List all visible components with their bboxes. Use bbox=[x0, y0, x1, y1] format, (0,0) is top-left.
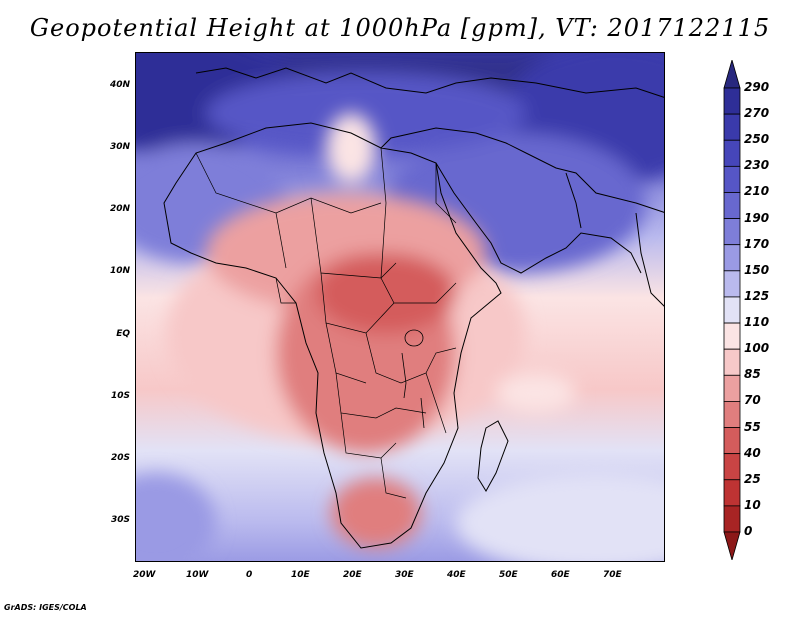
colorbar-segment bbox=[723, 374, 741, 402]
geopotential-map bbox=[135, 52, 665, 562]
colorbar-label: 170 bbox=[744, 236, 770, 251]
x-tick-label: 30E bbox=[395, 570, 414, 580]
country-borders bbox=[195, 147, 457, 499]
colorbar-segment bbox=[723, 165, 741, 193]
y-tick-label: 30N bbox=[109, 142, 130, 152]
colorbar-segment bbox=[723, 87, 741, 115]
colorbar-label: 110 bbox=[744, 315, 770, 330]
x-tick-label: 10E bbox=[291, 570, 310, 580]
colorbar-label: 100 bbox=[744, 341, 770, 356]
colorbar-label: 210 bbox=[744, 184, 770, 199]
y-tick-label: 30S bbox=[110, 515, 130, 525]
colorbar-label: 10 bbox=[744, 497, 761, 512]
colorbar-segment bbox=[723, 270, 741, 298]
y-tick-label: 20N bbox=[109, 204, 130, 214]
colorbar-label: 150 bbox=[744, 262, 770, 277]
x-tick-label: 50E bbox=[499, 570, 518, 580]
y-tick-label: 10S bbox=[110, 391, 130, 401]
map-canvas bbox=[136, 53, 664, 561]
colorbar-segment bbox=[723, 322, 741, 350]
colorbar-label: 250 bbox=[744, 132, 770, 147]
x-tick-label: 40E bbox=[447, 570, 466, 580]
x-tick-label: 20E bbox=[343, 570, 362, 580]
colorbar-segment bbox=[723, 453, 741, 481]
colorbar-segment bbox=[723, 479, 741, 507]
map-title: Geopotential Height at 1000hPa [gpm], VT… bbox=[29, 14, 771, 42]
y-tick-label: 40N bbox=[109, 80, 130, 90]
colorbar-label: 190 bbox=[744, 210, 770, 225]
colorbar-segment bbox=[723, 401, 741, 428]
colorbar-label: 70 bbox=[744, 393, 761, 408]
colorbar-segment bbox=[723, 505, 741, 533]
colorbar-bottom-arrow bbox=[723, 531, 741, 560]
colorbar-label: 270 bbox=[744, 106, 770, 121]
colorbar-segment bbox=[723, 139, 741, 167]
grads-credit: GrADS: IGES/COLA bbox=[4, 603, 87, 612]
x-tick-label: 20W bbox=[133, 570, 156, 580]
x-tick-label: 70E bbox=[603, 570, 622, 580]
colorbar-top-arrow bbox=[723, 60, 741, 89]
colorbar-label: 125 bbox=[744, 288, 770, 303]
colorbar-segment bbox=[723, 296, 741, 324]
colorbar-segment bbox=[723, 113, 741, 141]
colorbar-segment bbox=[723, 244, 741, 272]
y-tick-label: 20S bbox=[110, 453, 130, 463]
y-tick-label: 10N bbox=[109, 266, 130, 276]
colorbar-label: 0 bbox=[744, 524, 753, 538]
colorbar-label: 40 bbox=[744, 445, 761, 460]
colorbar-label: 85 bbox=[744, 367, 761, 382]
colorbar-label: 230 bbox=[744, 158, 770, 173]
colorbar-segment bbox=[723, 218, 741, 246]
colorbar-label: 55 bbox=[744, 419, 761, 434]
x-tick-label: 60E bbox=[551, 570, 570, 580]
lakes bbox=[401, 329, 425, 429]
colorbar-segment bbox=[723, 192, 741, 219]
colorbar-segment bbox=[723, 427, 741, 455]
colorbar bbox=[723, 60, 741, 560]
colorbar-label: 25 bbox=[744, 471, 761, 486]
colorbar-label: 290 bbox=[744, 80, 770, 94]
x-tick-label: 0 bbox=[246, 570, 253, 580]
x-tick-label: 10W bbox=[186, 570, 209, 580]
y-tick-label: EQ bbox=[116, 329, 130, 339]
colorbar-segment bbox=[723, 348, 741, 376]
